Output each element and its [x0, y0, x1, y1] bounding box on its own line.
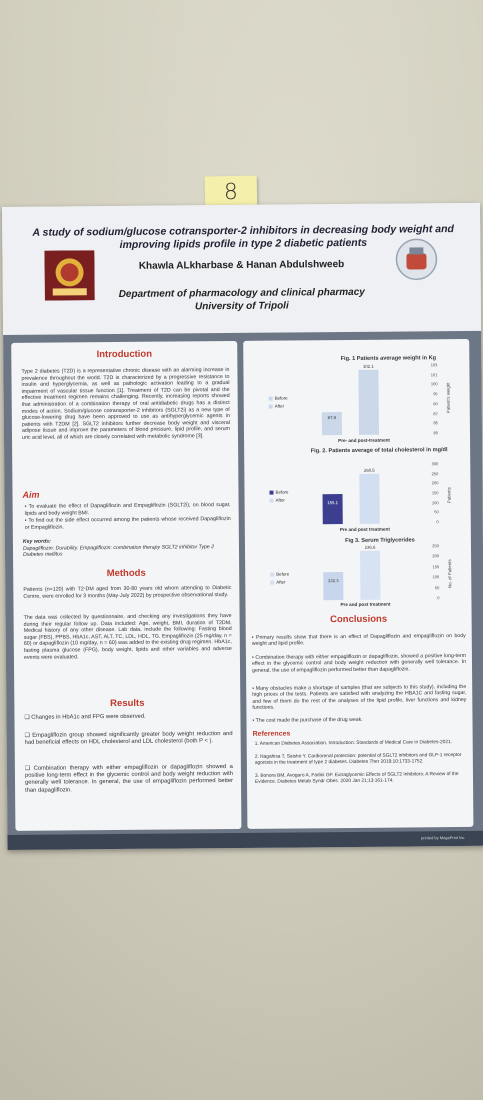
fig3-xlabel: Pre and post treatment [340, 601, 391, 608]
fig3-legend-before-label: Before [276, 571, 290, 577]
fig2-tick-label: 200 [431, 480, 439, 486]
fig3-legend-before: Before [270, 572, 289, 577]
printer-credit: printed by MegaPrint Inc. [421, 834, 466, 841]
conclusion-item-3: Many obstacles make a shortage of sample… [252, 683, 467, 712]
fig2-legend-after: After [269, 497, 289, 503]
methods-text-2: The data was collected by questionnaire,… [23, 613, 232, 661]
aim-item-1: To evaluate the effect of Dapagliflozin … [24, 502, 231, 517]
keywords-text: Dapagliflozin: Durability. Empagliflozin… [22, 544, 215, 559]
introduction-text: Type 2 diabetes (T2D) is a representativ… [21, 367, 230, 441]
results-heading: Results [110, 697, 145, 710]
fig2-legend-after-label: After [275, 497, 285, 503]
fig1-tick-label: 80 [433, 430, 439, 436]
fig3-legend-after-label: After [276, 579, 286, 585]
fig3-legend-after: After [270, 580, 289, 585]
reference-item-2: 2. Nagahisa T, Saisho Y. Cardiorenal pro… [254, 753, 462, 766]
sticky-note-number: 8 [223, 179, 239, 206]
fig1-legend: Before After [268, 395, 288, 412]
references-heading: References [252, 730, 291, 738]
fig3-tick-label: 250 [432, 543, 439, 549]
fig2-tick-label: 150 [431, 490, 439, 496]
conclusion-item-1: Primary results show that there is an ef… [251, 632, 466, 648]
introduction-heading: Introduction [96, 348, 153, 361]
fig1-after-value: 102.1 [362, 363, 374, 369]
pharmacy-logo-icon [395, 238, 438, 281]
fig3-after-value: 236.6 [364, 544, 376, 550]
fig1-tick-label: 87 [433, 410, 438, 416]
fig2-legend-before: Before [269, 490, 288, 495]
fig1-tick-label: 90 [433, 401, 438, 407]
fig2-tick-label: 250 [431, 470, 439, 476]
fig1-plot [321, 366, 408, 436]
fig1-tick-label: 85 [433, 420, 438, 426]
fig3-tick-label: 50 [434, 584, 440, 590]
aim-item-2: To find out the side effect occurred amo… [24, 516, 231, 531]
conclusion-item: • Combination therapy with either empagl… [251, 652, 467, 674]
fig2-bar-after [359, 473, 380, 524]
fig2-xlabel: Pre and post treatment [339, 526, 390, 533]
fig1-legend-after-label: After [274, 403, 285, 409]
fig2-before-value: 155.1 [327, 500, 338, 506]
fig3-tick-label: 150 [432, 563, 440, 570]
poster-header: A study of sodium/glucose cotransporter-… [2, 202, 482, 335]
conclusion-item: • Many obstacles make a shortage of samp… [252, 683, 467, 712]
conclusion-item-2: Combination therapy with either empaglif… [251, 652, 467, 674]
conclusion-item: • Primary results show that there is an … [251, 632, 466, 648]
conclusions-heading: Conclusions [330, 613, 388, 626]
methods-text-1: Patients (n=120) with T2-DM aged from 30… [23, 585, 232, 600]
fig3-ylabel: No. of Patients [447, 559, 453, 589]
reference-item-3: 3. Bonora BM, Avogaro A, Fadini GP. Extr… [254, 772, 459, 785]
fig3-before-value: 132.3 [327, 578, 339, 584]
results-item-1: Changes in HbA1c and FPG were observed. [31, 713, 146, 721]
aim-heading: Aim [22, 489, 40, 500]
fig2-after-value: 260.5 [363, 467, 375, 473]
results-item-2: Empagliflozin group showed significantly… [24, 731, 233, 747]
fig3-plot [323, 547, 409, 601]
fig1-bar-after [358, 369, 380, 435]
aim-item: • To evaluate the effect of Dapagliflozi… [24, 502, 231, 517]
fig1-ylabel: Patient's weight [445, 382, 451, 414]
poster-university: University of Tripoli [194, 300, 289, 313]
conclusion-item-4: The cost made the purchase of the drug w… [255, 716, 363, 724]
fig2-ylabel: Patients [446, 487, 452, 504]
fig3-tick-label: 100 [432, 574, 440, 580]
research-poster: A study of sodium/glucose cotransporter-… [2, 202, 483, 850]
aim-item: • To find out the side effect occurred a… [24, 516, 231, 531]
fig2-plot [322, 465, 409, 525]
fig3-tick-label: 200 [432, 553, 440, 559]
fig2-tick-label: 100 [431, 499, 439, 505]
results-item: ❑ Empagliflozin group showed significant… [24, 731, 233, 747]
fig3-legend: Before After [270, 572, 289, 588]
fig2-tick-label: 0 [436, 519, 439, 525]
fig1-legend-before-label: Before [274, 395, 288, 401]
fig2-legend: Before After [269, 490, 288, 506]
results-item-3: Combination therapy with either empaglif… [24, 764, 234, 794]
fig2-tick-label: 300 [431, 461, 439, 467]
fig1-before-value: 87.9 [327, 414, 337, 420]
results-item: ❑ Combination therapy with either empagl… [24, 764, 234, 794]
fig3-bar-before [323, 572, 344, 601]
fig2-legend-before-label: Before [275, 489, 289, 495]
fig1-tick-label: 101 [430, 371, 438, 377]
fig3-bar-after [360, 550, 381, 600]
fig1-xlabel: Pre- and post-treatment [338, 437, 390, 444]
fig1-legend-before: Before [268, 395, 288, 401]
fig3-tick-label: 0 [437, 595, 440, 601]
fig2-tick-label: 50 [434, 509, 439, 515]
fig1-tick-label: 95 [433, 391, 438, 397]
fig1-tick-label: 103 [430, 362, 438, 368]
methods-heading: Methods [106, 567, 146, 580]
fig2-bar-before [322, 494, 343, 525]
fig1-tick-label: 100 [430, 381, 438, 387]
university-logo-icon [44, 250, 95, 301]
fig1-legend-after: After [268, 403, 288, 409]
